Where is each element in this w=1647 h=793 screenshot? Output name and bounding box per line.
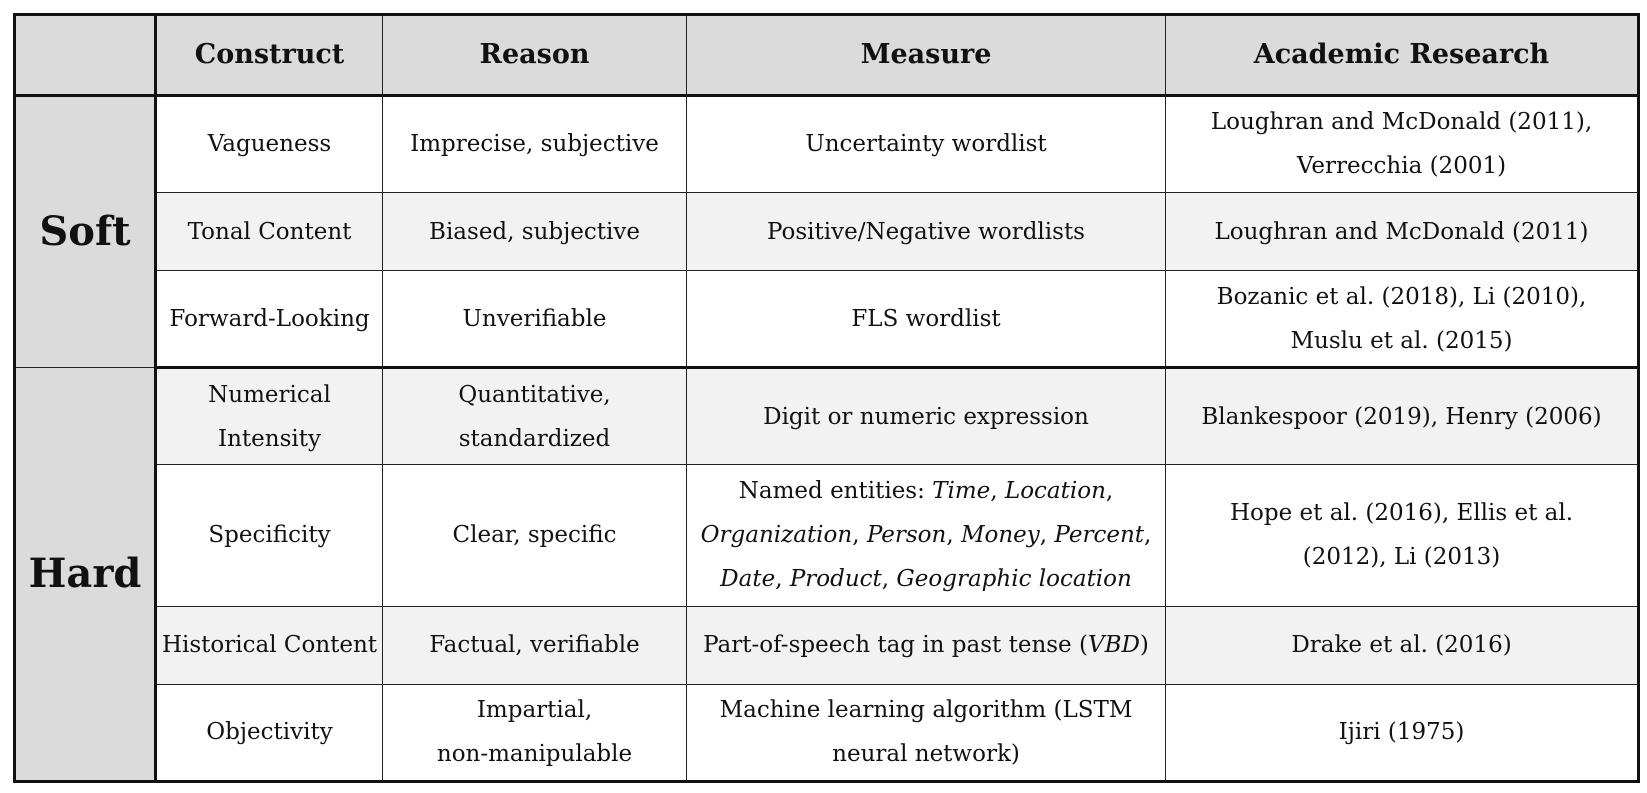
- constructs-table: Construct Reason Measure Academic Resear…: [13, 13, 1640, 783]
- table-row: Specificity Clear, specific Named entiti…: [15, 464, 1639, 607]
- group-label-soft: Soft: [14, 94, 157, 369]
- research-cell: Drake et al. (2016): [1165, 605, 1639, 685]
- table-row: Hard Numerical Intensity Quantitative, st…: [14, 367, 1639, 782]
- header-row: Construct Reason Measure Academic Resear…: [14, 14, 1639, 97]
- research-cell: Ijiri (1975): [1165, 683, 1639, 783]
- reason-header: Reason: [382, 14, 687, 97]
- construct-header: Construct: [154, 14, 383, 97]
- measure-cell: Digit or numeric expression: [686, 367, 1166, 466]
- table-row: Historical Content Factual, verifiable P…: [15, 605, 1639, 685]
- measure-cell: Positive/Negative wordlists: [686, 191, 1166, 272]
- measure-line: Date, Product, Geographic location: [720, 566, 1132, 593]
- corner-header-cell: [14, 14, 156, 97]
- measure-cell: Part-of-speech tag in past tense (VBD): [686, 605, 1166, 685]
- table-row: Tonal Content Biased, subjective Positiv…: [15, 191, 1639, 272]
- research-header: Academic Research: [1165, 14, 1639, 97]
- reason-cell: Quantitative, standardized: [382, 367, 687, 466]
- measure-cell: Named entities: Time, Location, Organizat…: [686, 464, 1166, 607]
- reason-cell: Unverifiable: [382, 270, 687, 370]
- measure-cell: Uncertainty wordlist: [686, 95, 1166, 193]
- reason-cell: Clear, specific: [382, 464, 687, 607]
- measure-cell: FLS wordlist: [686, 270, 1166, 370]
- table-container: Construct Reason Measure Academic Resear…: [13, 13, 1640, 783]
- construct-cell: Forward-Looking: [155, 270, 383, 370]
- table-row: Objectivity Impartial, non-manipulable Ma…: [15, 683, 1639, 783]
- research-cell: Loughran and McDonald (2011), Verrecchia …: [1165, 95, 1639, 193]
- reason-cell: Impartial, non-manipulable: [382, 683, 687, 783]
- table-row: Soft Vagueness Imprecise, subjective Unc…: [14, 94, 1639, 369]
- research-cell: Loughran and McDonald (2011): [1165, 191, 1639, 272]
- reason-cell: Imprecise, subjective: [382, 95, 687, 193]
- measure-cell: Machine learning algorithm (LSTM neural n…: [686, 683, 1166, 783]
- research-cell: Blankespoor (2019), Henry (2006): [1165, 367, 1639, 466]
- table-row: Forward-Looking Unverifiable FLS wordlis…: [15, 270, 1639, 370]
- construct-cell: Objectivity: [155, 683, 383, 783]
- measure-line: Named entities: Time, Location,: [738, 478, 1114, 505]
- group-label-hard: Hard: [14, 367, 157, 782]
- construct-cell: Vagueness: [155, 95, 383, 193]
- construct-cell: Historical Content: [155, 605, 383, 685]
- reason-cell: Factual, verifiable: [382, 605, 687, 685]
- research-cell: Hope et al. (2016), Ellis et al. (2012), …: [1165, 464, 1639, 607]
- research-cell: Bozanic et al. (2018), Li (2010), Muslu e…: [1165, 270, 1639, 370]
- reason-cell: Biased, subjective: [382, 191, 687, 272]
- construct-cell: Tonal Content: [155, 191, 383, 272]
- construct-cell: Specificity: [155, 464, 383, 607]
- measure-header: Measure: [686, 14, 1166, 97]
- construct-cell: Numerical Intensity: [155, 367, 383, 466]
- measure-line: Organization, Person, Money, Percent,: [700, 522, 1152, 549]
- measure-line: Part-of-speech tag in past tense (VBD): [703, 632, 1149, 659]
